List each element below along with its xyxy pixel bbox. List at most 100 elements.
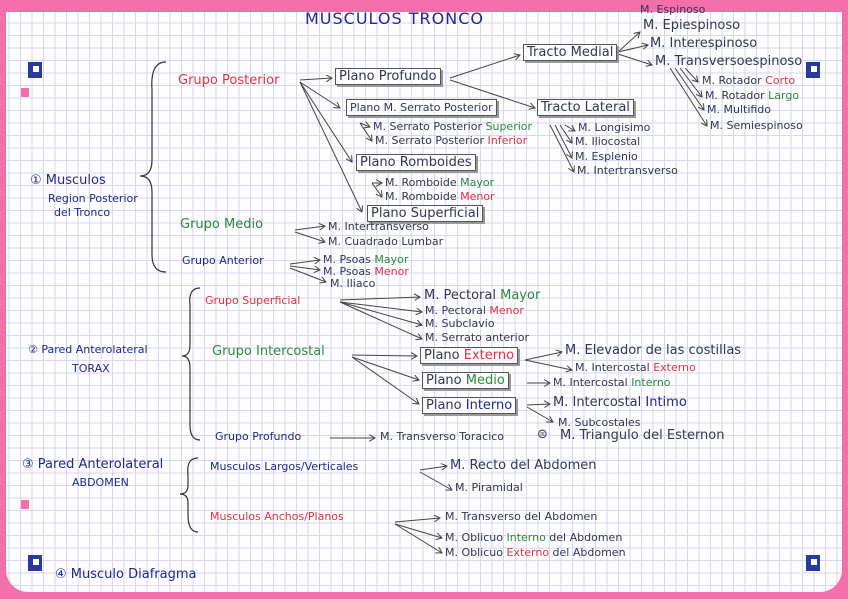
node-multifido: M. Multifido <box>707 103 771 116</box>
node-text: Plano Romboides <box>360 155 472 170</box>
arrow <box>351 356 419 380</box>
arrow <box>371 182 382 197</box>
node-espinoso: M. Espinoso <box>640 3 705 16</box>
node-text: Musculos Anchos/Planos <box>210 510 344 523</box>
arrow <box>289 265 320 270</box>
node-text: M. Triangulo del Esternon <box>560 428 725 443</box>
node-sec3: ③ Pared Anterolateral <box>22 458 163 471</box>
node-text: M. Epiespinoso <box>643 18 741 33</box>
node-intercostal-externo: M. Intercostal Externo <box>575 361 696 374</box>
node-piramidal: M. Piramidal <box>455 481 523 494</box>
node-text: Inferior <box>487 134 528 147</box>
page-title: MUSCULOS TRONCO <box>305 9 484 28</box>
node-text: Plano <box>426 373 466 388</box>
node-iliaco: M. Iliaco <box>330 277 375 290</box>
node-sec1c: del Tronco <box>54 206 110 219</box>
node-text: M. Iliaco <box>330 277 376 290</box>
node-text: Interno <box>506 531 546 544</box>
node-text: M. Piramidal <box>455 481 523 494</box>
node-text: M. Multifido <box>707 103 772 116</box>
arrow <box>394 518 440 523</box>
arrow <box>674 67 704 110</box>
node-oblicuo-ext: M. Oblicuo Externo del Abdomen <box>445 546 626 559</box>
node-sec1: ① Musculos <box>30 174 106 187</box>
node-text: M. Intercostal <box>553 395 646 410</box>
binder-mark-icon <box>28 555 42 571</box>
arrow <box>294 226 325 231</box>
arrow <box>339 297 420 300</box>
node-text: M. Subcostales <box>558 416 641 429</box>
node-text: Interno <box>465 398 513 413</box>
node-anchos: Musculos Anchos/Planos <box>210 510 344 523</box>
node-sec2b: TORAX <box>72 362 110 375</box>
node-text: Externo <box>463 348 515 363</box>
arrow <box>524 359 572 370</box>
node-text: M. Serrato Posterior <box>375 134 488 147</box>
node-psoas-mayor: M. Psoas Mayor <box>323 253 408 266</box>
node-transverso-toracico: M. Transverso Toracico <box>380 430 504 443</box>
arrow <box>684 67 698 82</box>
node-text: M. Interespinoso <box>650 36 758 51</box>
node-text: Plano <box>424 348 464 363</box>
node-rotador-largo: M. Rotador Largo <box>705 89 799 102</box>
arrow <box>299 81 340 108</box>
node-text: M. Subclavio <box>425 317 495 330</box>
node-text: M. Serrato Posterior <box>373 120 486 133</box>
arrow <box>526 406 553 422</box>
node-tracto-medial: Tracto Medial <box>523 44 618 61</box>
node-text: Superior <box>485 120 533 133</box>
node-psoas-menor: M. Psoas Menor <box>323 265 409 278</box>
page-border <box>0 0 848 14</box>
node-text: del Abdomen <box>549 546 626 559</box>
node-text: ABDOMEN <box>72 476 129 489</box>
node-subclavio: M. Subclavio <box>425 317 495 330</box>
node-text: M. Rotador <box>705 89 769 102</box>
node-transversoespinoso: M. Transversoespinoso <box>655 55 802 68</box>
node-serrato-anterior: M. Serrato anterior <box>425 331 529 344</box>
node-text: M. Iliocostal <box>575 135 641 148</box>
node-grupo-medio: Grupo Medio <box>180 218 263 231</box>
binder-mark-icon <box>28 62 42 78</box>
arrow <box>549 124 574 172</box>
node-plano-romboides: Plano Romboides <box>356 154 476 171</box>
node-text: ① Musculos <box>30 173 106 188</box>
node-text: M. Pectoral <box>424 288 501 303</box>
arrow <box>339 301 422 312</box>
arrow <box>351 355 417 356</box>
node-text: Grupo Anterior <box>182 254 264 267</box>
node-text: M. Psoas <box>323 265 375 278</box>
binder-mark-icon <box>806 555 820 571</box>
node-plano-interno: Plano Interno <box>422 397 517 414</box>
node-text: Tracto Medial <box>527 45 614 60</box>
binder-mark-icon <box>806 62 820 78</box>
node-text: Menor <box>374 265 409 278</box>
node-text: Tracto Lateral <box>541 100 630 115</box>
node-text: M. Transversoespinoso <box>655 54 803 69</box>
node-text: Mayor <box>374 253 409 266</box>
node-text: M. Longisimo <box>578 121 651 134</box>
node-text: Mayor <box>500 288 541 303</box>
node-romboide-menor: M. Romboide Menor <box>385 190 495 203</box>
node-text: Grupo Profundo <box>215 430 302 443</box>
arrow <box>289 267 326 282</box>
arrow <box>419 471 452 490</box>
node-cuadrado-lumbar: M. Cuadrado Lumbar <box>328 235 443 248</box>
arrow <box>559 124 572 143</box>
node-grupo-anterior: Grupo Anterior <box>182 254 264 267</box>
node-text: Plano <box>426 398 466 413</box>
node-plano-medio: Plano Medio <box>422 372 509 389</box>
arrow <box>554 124 572 158</box>
node-epiespinoso: M. Epiespinoso <box>643 19 740 32</box>
node-triangulo: M. Triangulo del Esternon <box>560 429 725 442</box>
node-intertransverso-m: M. Intertransverso <box>328 220 429 233</box>
node-serrato-inf: M. Serrato Posterior Inferior <box>375 134 527 147</box>
node-intercostal-interno: M. Intercostal Interno <box>553 376 671 389</box>
pink-marker <box>21 500 29 509</box>
node-sec3b: ABDOMEN <box>72 476 129 489</box>
node-pectoral-mayor: M. Pectoral Mayor <box>424 289 540 302</box>
node-subcostales: M. Subcostales <box>558 416 641 429</box>
node-grupo-superficial: Grupo Superficial <box>205 294 300 307</box>
arrow <box>394 523 442 553</box>
brace <box>179 457 199 533</box>
node-text: M. Intercostal <box>575 361 654 374</box>
